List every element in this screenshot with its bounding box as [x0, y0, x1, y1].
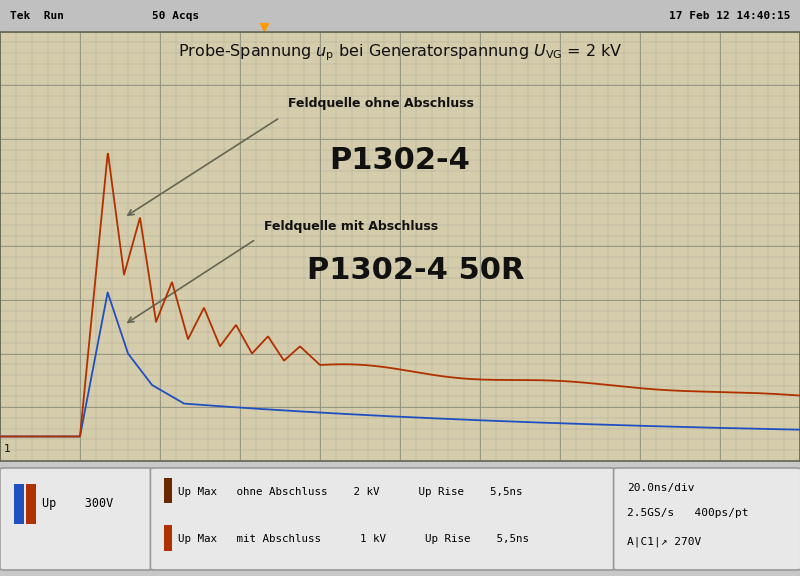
Text: A|C1|↗ 270V: A|C1|↗ 270V — [627, 536, 702, 547]
Text: 17 Feb 12 14:40:15: 17 Feb 12 14:40:15 — [669, 11, 790, 21]
Text: 2.5GS/s   400ps/pt: 2.5GS/s 400ps/pt — [627, 507, 749, 518]
Text: Up Max   mit Abschluss      1 kV      Up Rise    5,5ns: Up Max mit Abschluss 1 kV Up Rise 5,5ns — [178, 534, 529, 544]
FancyBboxPatch shape — [614, 468, 800, 570]
Text: 1: 1 — [4, 444, 11, 454]
Bar — [164, 478, 172, 503]
FancyBboxPatch shape — [0, 468, 153, 570]
Bar — [14, 484, 24, 524]
Text: Tek  Run: Tek Run — [10, 11, 64, 21]
Text: 50 Acqs: 50 Acqs — [152, 11, 200, 21]
Text: 20.0ns/div: 20.0ns/div — [627, 483, 694, 494]
FancyBboxPatch shape — [150, 468, 615, 570]
Text: Feldquelle ohne Abschluss: Feldquelle ohne Abschluss — [288, 97, 474, 111]
Text: P1302-4: P1302-4 — [330, 146, 470, 175]
Text: Up    300V: Up 300V — [42, 498, 114, 510]
Text: Up Max   ohne Abschluss    2 kV      Up Rise    5,5ns: Up Max ohne Abschluss 2 kV Up Rise 5,5ns — [178, 487, 522, 497]
Text: Probe-Spannung $u_\mathrm{p}$ bei Generatorspannung $U_\mathrm{VG}$ = 2 kV: Probe-Spannung $u_\mathrm{p}$ bei Genera… — [178, 43, 622, 63]
Bar — [26, 484, 36, 524]
Bar — [164, 525, 172, 551]
Text: Feldquelle mit Abschluss: Feldquelle mit Abschluss — [264, 221, 438, 233]
Text: P1302-4 50R: P1302-4 50R — [307, 256, 525, 285]
